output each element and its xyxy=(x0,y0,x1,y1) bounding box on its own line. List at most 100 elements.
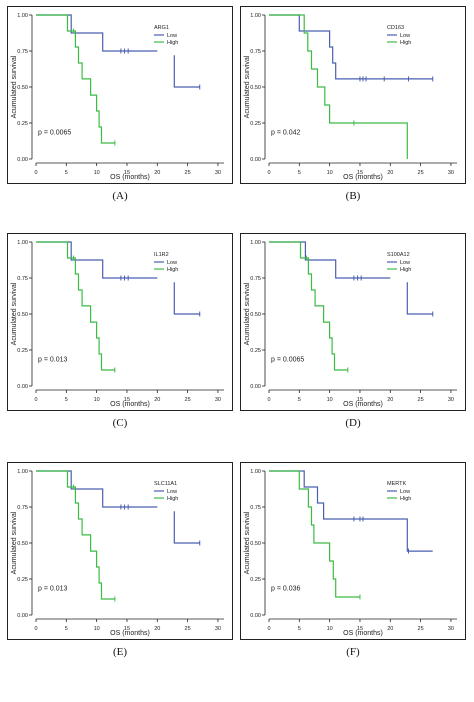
km-plot: 0 5 10 15 20 25 30 0.00 0.25 0.50 0.75 1.00 OS (mont… xyxy=(11,240,224,408)
legend-title: MERTK xyxy=(387,481,406,487)
y-tick-label: 0.50 xyxy=(250,541,261,547)
x-tick-label: 10 xyxy=(327,397,333,403)
x-tick-label: 30 xyxy=(215,626,221,632)
p-value: p = 0.013 xyxy=(38,586,67,593)
y-tick-label: 0.50 xyxy=(17,85,28,91)
legend-title: ARG1 xyxy=(154,25,169,31)
survival-curve-low xyxy=(269,470,433,552)
x-tick-label: 20 xyxy=(387,170,393,176)
y-axis-label: Acumulated survival xyxy=(244,55,251,118)
survival-curve-low-tail xyxy=(173,511,200,544)
y-tick-label: 0.00 xyxy=(17,384,28,390)
y-axis-label: Acumulated survival xyxy=(11,55,18,118)
survival-curve-low-tail xyxy=(173,282,200,315)
x-tick-label: 25 xyxy=(418,170,424,176)
y-axis-label: Acumulated survival xyxy=(244,282,251,345)
x-tick-label: 10 xyxy=(327,170,333,176)
survival-curve-low-tail xyxy=(173,55,200,88)
x-tick-label: 0 xyxy=(34,626,37,632)
x-tick-label: 20 xyxy=(154,397,160,403)
x-tick-label: 30 xyxy=(448,626,454,632)
x-tick-label: 5 xyxy=(65,170,68,176)
legend-label-low: Low xyxy=(167,489,177,495)
km-panel-d: 0 5 10 15 20 25 30 0.00 0.25 0.50 0.75 1.00 OS (mont… xyxy=(240,233,466,411)
x-tick-label: 5 xyxy=(65,626,68,632)
y-tick-label: 0.00 xyxy=(250,613,261,619)
x-tick-label: 30 xyxy=(215,397,221,403)
km-panel-a: 0 5 10 15 20 25 30 0.00 0.25 0.50 0.75 1.00 OS (mont… xyxy=(7,6,233,184)
legend-label-low: Low xyxy=(167,260,177,266)
legend-title: SLC11A1 xyxy=(154,481,177,487)
legend-title: CD163 xyxy=(387,25,404,31)
x-tick-label: 15 xyxy=(124,626,130,632)
y-axis-label: Acumulated survival xyxy=(244,511,251,574)
x-axis-label: OS (months) xyxy=(343,401,383,408)
x-tick-label: 5 xyxy=(298,170,301,176)
x-tick-label: 5 xyxy=(298,397,301,403)
x-tick-label: 15 xyxy=(357,170,363,176)
y-tick-label: 0.50 xyxy=(250,85,261,91)
y-tick-label: 1.00 xyxy=(250,240,261,246)
survival-curve-low xyxy=(269,14,433,80)
x-tick-label: 20 xyxy=(387,397,393,403)
y-axis-label: Acumulated survival xyxy=(11,282,18,345)
y-tick-label: 0.00 xyxy=(17,157,28,163)
x-tick-label: 25 xyxy=(185,626,191,632)
survival-curve-low xyxy=(269,241,391,279)
legend-label-low: Low xyxy=(400,33,410,39)
x-tick-label: 15 xyxy=(357,626,363,632)
legend-label-high: High xyxy=(400,496,411,502)
x-tick-label: 15 xyxy=(357,397,363,403)
km-plot: 0 5 10 15 20 25 30 0.00 0.25 0.50 0.75 1.00 OS (mont… xyxy=(244,13,457,181)
x-tick-label: 25 xyxy=(418,626,424,632)
x-tick-label: 15 xyxy=(124,170,130,176)
x-tick-label: 0 xyxy=(34,397,37,403)
x-tick-label: 20 xyxy=(154,170,160,176)
x-tick-label: 20 xyxy=(154,626,160,632)
y-tick-label: 1.00 xyxy=(250,469,261,475)
y-tick-label: 0.25 xyxy=(250,348,261,354)
survival-curve-high xyxy=(269,14,408,159)
y-tick-label: 0.50 xyxy=(17,541,28,547)
km-panel-f: 0 5 10 15 20 25 30 0.00 0.25 0.50 0.75 1.00 OS (mont… xyxy=(240,462,466,640)
panel-label: (D) xyxy=(345,417,361,429)
legend-title: IL1R2 xyxy=(154,252,169,258)
y-tick-label: 0.25 xyxy=(250,121,261,127)
x-tick-label: 5 xyxy=(298,626,301,632)
y-tick-label: 1.00 xyxy=(250,13,261,19)
y-tick-label: 0.75 xyxy=(17,49,28,55)
x-axis-label: OS (months) xyxy=(110,174,150,181)
y-tick-label: 0.50 xyxy=(17,312,28,318)
legend-label-high: High xyxy=(400,267,411,273)
legend-label-low: Low xyxy=(400,260,410,266)
y-tick-label: 0.25 xyxy=(17,348,28,354)
x-axis-label: OS (months) xyxy=(110,401,150,408)
x-tick-label: 0 xyxy=(267,397,270,403)
y-tick-label: 0.25 xyxy=(17,577,28,583)
p-value: p = 0.042 xyxy=(271,130,300,137)
x-tick-label: 0 xyxy=(267,170,270,176)
survival-curve-high xyxy=(269,470,360,598)
km-plot: 0 5 10 15 20 25 30 0.00 0.25 0.50 0.75 1.00 OS (mont… xyxy=(11,13,224,181)
km-panel-e: 0 5 10 15 20 25 30 0.00 0.25 0.50 0.75 1.00 OS (mont… xyxy=(7,462,233,640)
survival-curve-low-tail xyxy=(406,282,433,315)
y-tick-label: 1.00 xyxy=(17,240,28,246)
km-plot: 0 5 10 15 20 25 30 0.00 0.25 0.50 0.75 1.00 OS (mont… xyxy=(244,469,457,637)
km-panel-c: 0 5 10 15 20 25 30 0.00 0.25 0.50 0.75 1.00 OS (mont… xyxy=(7,233,233,411)
p-value: p = 0.013 xyxy=(38,357,67,364)
survival-curve-low xyxy=(36,241,158,279)
km-plot: 0 5 10 15 20 25 30 0.00 0.25 0.50 0.75 1.00 OS (mont… xyxy=(11,469,224,637)
p-value: p = 0.036 xyxy=(271,586,300,593)
y-tick-label: 1.00 xyxy=(17,13,28,19)
y-tick-label: 0.00 xyxy=(250,384,261,390)
x-tick-label: 30 xyxy=(215,170,221,176)
legend-label-high: High xyxy=(167,496,178,502)
legend-label-high: High xyxy=(167,267,178,273)
x-tick-label: 10 xyxy=(94,626,100,632)
y-tick-label: 0.25 xyxy=(17,121,28,127)
x-tick-label: 20 xyxy=(387,626,393,632)
x-tick-label: 10 xyxy=(327,626,333,632)
x-tick-label: 25 xyxy=(418,397,424,403)
panel-label: (E) xyxy=(112,646,128,658)
x-tick-label: 10 xyxy=(94,170,100,176)
